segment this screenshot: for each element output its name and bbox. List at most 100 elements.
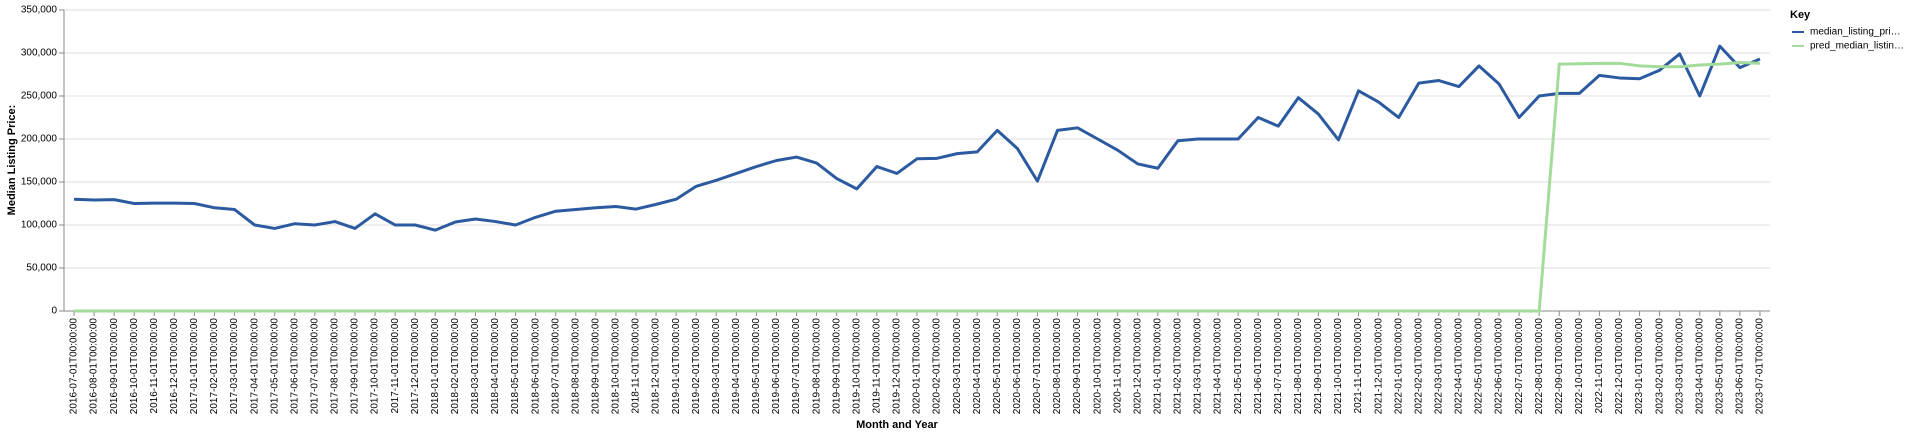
x-tick-label: 2021-02-01T00:00:00 [1173,318,1184,415]
x-tick-label: 2020-10-01T00:00:00 [1092,318,1103,415]
x-tick-label: 2019-12-01T00:00:00 [892,318,903,415]
x-tick-label: 2021-03-01T00:00:00 [1193,318,1204,415]
x-tick-label: 2019-07-01T00:00:00 [791,318,802,415]
x-tick-label: 2020-08-01T00:00:00 [1052,318,1063,415]
x-tick-label: 2021-01-01T00:00:00 [1152,318,1163,415]
x-tick-label: 2016-12-01T00:00:00 [169,318,180,415]
x-tick-label: 2018-03-01T00:00:00 [470,318,481,415]
x-tick-label: 2017-04-01T00:00:00 [249,318,260,415]
x-tick-label: 2020-02-01T00:00:00 [932,318,943,415]
x-tick-label: 2020-06-01T00:00:00 [1012,318,1023,415]
x-tick-label: 2016-09-01T00:00:00 [109,318,120,415]
x-tick-label: 2019-08-01T00:00:00 [811,318,822,415]
x-tick-label: 2022-02-01T00:00:00 [1413,318,1424,415]
x-tick-label: 2020-04-01T00:00:00 [972,318,983,415]
x-tick-label: 2017-09-01T00:00:00 [350,318,361,415]
x-tick-label: 2022-11-01T00:00:00 [1594,318,1605,414]
x-tick-label: 2018-02-01T00:00:00 [450,318,461,415]
x-tick-label: 2020-07-01T00:00:00 [1032,318,1043,415]
x-tick-label: 2023-04-01T00:00:00 [1694,318,1705,415]
x-tick-label: 2018-12-01T00:00:00 [651,318,662,415]
x-tick-label: 2020-11-01T00:00:00 [1112,318,1123,414]
x-tick-label: 2021-12-01T00:00:00 [1373,318,1384,415]
x-tick-label: 2022-03-01T00:00:00 [1433,318,1444,415]
x-tick-label: 2021-10-01T00:00:00 [1333,318,1344,415]
x-tick-label: 2022-05-01T00:00:00 [1474,318,1485,415]
x-tick-label: 2020-05-01T00:00:00 [992,318,1003,415]
x-tick-label: 2022-09-01T00:00:00 [1554,318,1565,415]
x-tick-label: 2022-08-01T00:00:00 [1534,318,1545,415]
legend-title: Key [1790,9,1811,21]
x-tick-label: 2019-05-01T00:00:00 [751,318,762,415]
legend-label: median_listing_pri… [1810,27,1901,38]
x-tick-label: 2021-04-01T00:00:00 [1213,318,1224,415]
x-tick-label: 2018-01-01T00:00:00 [430,318,441,415]
x-tick-label: 2022-01-01T00:00:00 [1393,318,1404,415]
x-tick-label: 2017-07-01T00:00:00 [310,318,321,415]
x-tick-label: 2017-10-01T00:00:00 [370,318,381,415]
x-tick-label: 2019-01-01T00:00:00 [671,318,682,415]
x-tick-label: 2022-12-01T00:00:00 [1614,318,1625,415]
x-tick-label: 2018-09-01T00:00:00 [591,318,602,415]
x-tick-label: 2023-02-01T00:00:00 [1654,318,1665,415]
x-tick-label: 2023-05-01T00:00:00 [1714,318,1725,415]
y-tick-label: 50,000 [26,263,57,274]
x-tick-label: 2019-11-01T00:00:00 [871,318,882,414]
x-tick-label: 2023-06-01T00:00:00 [1735,318,1746,415]
x-tick-label: 2018-07-01T00:00:00 [550,318,561,415]
y-tick-label: 150,000 [21,177,58,188]
x-tick-label: 2022-06-01T00:00:00 [1494,318,1505,415]
x-tick-label: 2022-10-01T00:00:00 [1574,318,1585,415]
series-line [73,44,1761,232]
y-axis-title: Median Listing Price: [6,105,18,216]
x-tick-label: 2020-12-01T00:00:00 [1132,318,1143,415]
x-tick-label: 2022-04-01T00:00:00 [1454,318,1465,415]
x-tick-label: 2019-09-01T00:00:00 [831,318,842,415]
x-tick-label: 2021-11-01T00:00:00 [1353,318,1364,414]
y-tick-label: 300,000 [21,48,58,59]
x-tick-label: 2019-02-01T00:00:00 [691,318,702,415]
x-tick-label: 2018-11-01T00:00:00 [631,318,642,414]
x-tick-label: 2016-10-01T00:00:00 [129,318,140,415]
x-tick-label: 2020-01-01T00:00:00 [912,318,923,415]
x-tick-label: 2017-12-01T00:00:00 [410,318,421,415]
x-tick-label: 2018-05-01T00:00:00 [510,318,521,415]
x-tick-label: 2017-03-01T00:00:00 [229,318,240,415]
x-tick-label: 2021-06-01T00:00:00 [1253,318,1264,415]
x-tick-label: 2017-05-01T00:00:00 [269,318,280,415]
x-tick-label: 2022-07-01T00:00:00 [1514,318,1525,415]
x-tick-label: 2018-08-01T00:00:00 [570,318,581,415]
x-tick-label: 2018-10-01T00:00:00 [611,318,622,415]
x-tick-label: 2017-08-01T00:00:00 [330,318,341,415]
series-line [74,60,1761,313]
x-tick-label: 2017-02-01T00:00:00 [209,318,220,415]
x-tick-label: 2016-11-01T00:00:00 [149,318,160,414]
x-tick-label: 2018-04-01T00:00:00 [490,318,501,415]
x-tick-label: 2017-11-01T00:00:00 [390,318,401,414]
x-axis-title: Month and Year [856,419,938,431]
x-tick-label: 2023-01-01T00:00:00 [1634,318,1645,415]
y-tick-label: 0 [51,306,57,317]
x-tick-label: 2021-07-01T00:00:00 [1273,318,1284,415]
y-tick-label: 200,000 [21,134,58,145]
x-tick-label: 2020-03-01T00:00:00 [952,318,963,415]
legend-label: pred_median_listin… [1810,41,1904,52]
x-tick-label: 2018-06-01T00:00:00 [530,318,541,415]
x-tick-label: 2019-04-01T00:00:00 [731,318,742,415]
x-tick-label: 2017-01-01T00:00:00 [189,318,200,415]
x-tick-label: 2017-06-01T00:00:00 [289,318,300,415]
x-tick-label: 2023-07-01T00:00:00 [1755,318,1766,415]
y-tick-label: 250,000 [21,91,58,102]
y-tick-label: 100,000 [21,220,58,231]
x-tick-label: 2019-10-01T00:00:00 [851,318,862,415]
x-tick-label: 2016-08-01T00:00:00 [89,318,100,415]
x-tick-label: 2020-09-01T00:00:00 [1072,318,1083,415]
x-tick-label: 2023-03-01T00:00:00 [1674,318,1685,415]
x-tick-label: 2019-03-01T00:00:00 [711,318,722,415]
x-tick-label: 2021-09-01T00:00:00 [1313,318,1324,415]
x-tick-label: 2019-06-01T00:00:00 [771,318,782,415]
y-tick-label: 350,000 [21,5,58,16]
x-tick-label: 2016-07-01T00:00:00 [69,318,80,415]
x-tick-label: 2021-08-01T00:00:00 [1293,318,1304,415]
